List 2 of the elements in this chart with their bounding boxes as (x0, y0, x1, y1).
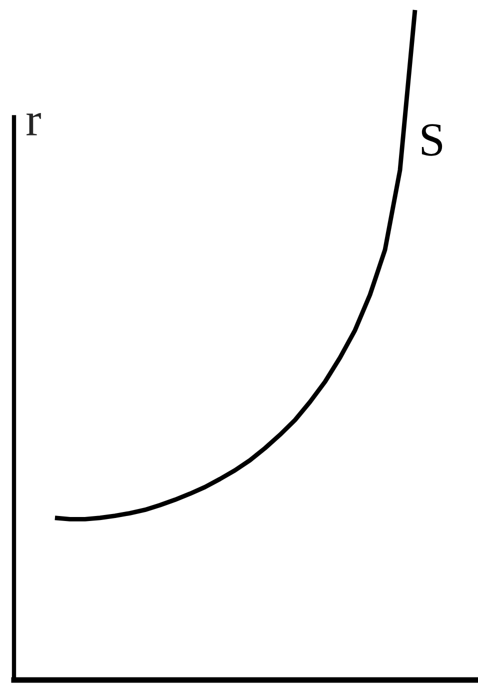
series-label: S (422, 124, 442, 156)
y-axis-title: r (26, 113, 41, 136)
